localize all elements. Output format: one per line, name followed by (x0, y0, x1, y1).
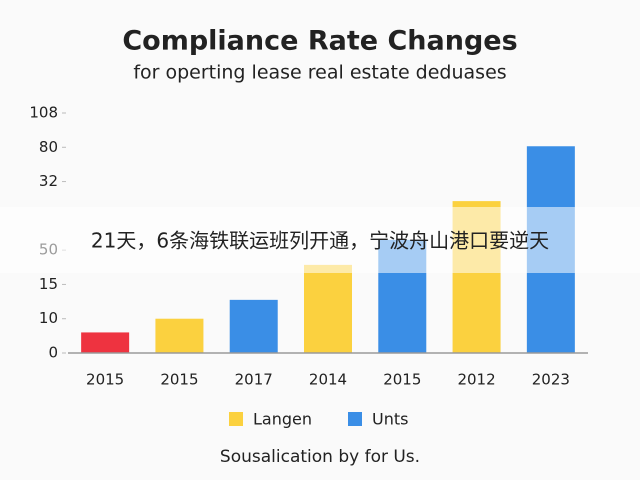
bar (229, 299, 278, 353)
x-tick-label: 2015 (86, 371, 124, 389)
x-tick-label: 2015 (383, 371, 421, 389)
y-tick-label: 80 (39, 138, 58, 156)
x-tick-label: 2012 (457, 371, 495, 389)
y-tick-label: 108 (29, 104, 58, 122)
x-tick-label: 2023 (532, 371, 570, 389)
bar (81, 332, 130, 353)
x-tick-label: 2014 (309, 371, 347, 389)
bar (155, 318, 204, 353)
bar (304, 264, 352, 353)
x-tick-label: 2017 (235, 371, 273, 389)
legend-swatch (348, 412, 362, 426)
y-tick-label: 0 (48, 344, 58, 362)
overlay-band (0, 207, 640, 273)
chart-title: Compliance Rate Changes (122, 26, 517, 57)
legend-label: Unts (372, 410, 408, 429)
legend-label: Langen (253, 410, 312, 429)
x-tick-label: 2015 (160, 371, 198, 389)
y-tick-label: 32 (39, 172, 58, 190)
y-tick-label: 10 (39, 309, 58, 327)
legend-swatch (229, 412, 243, 426)
overlay-caption: 21天，6条海铁联运班列开通，宁波舟山港口要逆天 (91, 229, 549, 253)
footer: Sousalication by for Us. (220, 447, 420, 467)
chart-subtitle: for operting lease real estate deduases (133, 62, 506, 84)
y-tick-label: 15 (39, 275, 58, 293)
